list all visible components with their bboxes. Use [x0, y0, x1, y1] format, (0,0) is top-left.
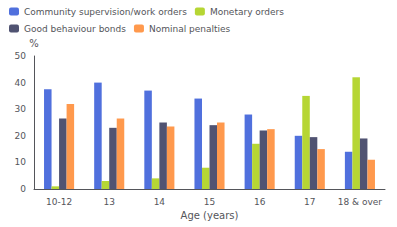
- svg-text:13: 13: [103, 197, 114, 207]
- svg-text:10-12: 10-12: [46, 197, 72, 207]
- svg-text:18 & over: 18 & over: [338, 197, 383, 207]
- svg-text:Monetary orders: Monetary orders: [210, 7, 284, 17]
- svg-text:10: 10: [15, 157, 27, 167]
- svg-text:Age (years): Age (years): [181, 210, 239, 221]
- svg-text:17: 17: [304, 197, 315, 207]
- svg-text:0: 0: [20, 184, 26, 194]
- svg-text:16: 16: [254, 197, 266, 207]
- svg-text:%: %: [29, 38, 39, 49]
- svg-text:40: 40: [15, 78, 27, 88]
- svg-text:30: 30: [15, 104, 27, 114]
- svg-text:Good behaviour bonds: Good behaviour bonds: [24, 24, 126, 34]
- svg-text:15: 15: [204, 197, 215, 207]
- svg-text:Community supervision/work ord: Community supervision/work orders: [24, 7, 187, 17]
- svg-text:50: 50: [15, 51, 27, 61]
- svg-text:14: 14: [154, 197, 166, 207]
- svg-text:20: 20: [15, 131, 27, 141]
- svg-text:Nominal penalties: Nominal penalties: [149, 24, 231, 34]
